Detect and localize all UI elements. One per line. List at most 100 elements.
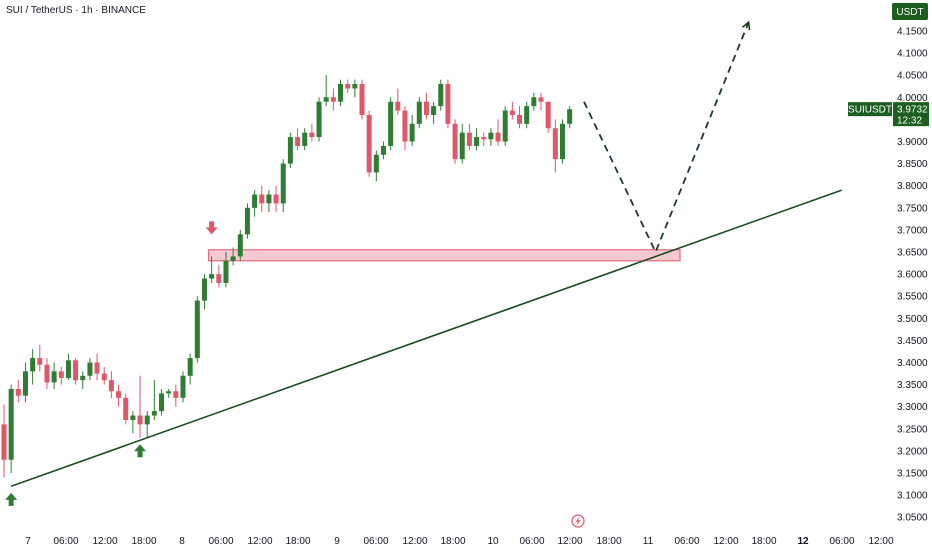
candle-body [87,362,93,376]
bull-candle [438,79,444,111]
time-tick-label: 10 [487,536,499,547]
lightning-icon[interactable] [571,514,585,528]
candle-body [459,132,465,160]
candle-body [538,97,544,102]
bull-candle [252,190,258,217]
bull-candle [209,256,215,283]
price-tick-label: 3.4000 [897,358,928,369]
bull-candle [559,119,565,164]
bull-candle [223,252,229,288]
candle-body [330,97,336,102]
time-axis[interactable]: 7 06:00 12:00 18:00 8 06:00 12:00 18:00 9 06:00 12… [25,514,894,547]
bull-candle [388,97,394,151]
candle-body [452,123,458,160]
candle-body [488,132,494,140]
bear-candle [108,371,114,398]
price-tick-label: 3.8500 [897,159,928,170]
bear-candle [395,88,401,115]
candle-body [252,194,258,208]
bear-candle [295,128,301,151]
bull-candle [416,97,422,129]
candle-body [423,101,429,115]
bull-candle [51,362,57,390]
bull-candle [22,362,28,403]
support-zone[interactable] [208,249,681,262]
bull-candle [316,97,322,142]
time-tick-label: 12:00 [557,536,582,547]
candle-body [187,358,193,376]
candle-body [94,362,100,374]
candle-body [65,360,71,378]
candle-body [37,358,43,365]
candle-body [266,194,272,204]
bull-candle [151,380,157,420]
candle-body [137,415,143,425]
candle-body [201,278,207,301]
bear-candle [330,88,336,111]
time-tick-label: 06:00 [363,536,388,547]
currency-badge[interactable]: USDT [892,3,928,20]
candle-body [108,380,114,392]
candle-body [237,234,243,257]
time-tick-label: 18:00 [131,536,156,547]
candle-body [151,411,157,416]
candle-body [495,132,501,142]
candle-body [22,371,28,396]
candle-body [545,101,551,129]
bull-candle [531,92,537,111]
bear-candle [481,132,487,146]
candle-body [123,397,129,420]
candle-body [445,84,451,124]
candle-body [531,97,537,107]
price-axis[interactable]: 4.15004.10004.05004.00003.95003.90003.85… [897,27,928,524]
bull-candle [237,229,243,261]
candle-body [502,110,508,142]
symbol-label: SUIUSDT [848,105,892,116]
bull-candle [524,101,530,129]
last-price-bg [893,102,929,127]
projection-path[interactable] [583,21,750,255]
bear-candle [1,404,7,478]
support-zone-layer [208,249,681,262]
bear-candle [216,265,222,288]
symbol-title[interactable]: SUI / TetherUS · 1h · BINANCE [6,5,146,16]
candle-body [380,145,386,155]
price-tick-label: 3.2000 [897,446,928,457]
trendline[interactable] [10,189,842,488]
candle-body [552,128,558,160]
bull-candle [567,106,573,129]
price-tick-label: 3.7500 [897,203,928,214]
candle-body [15,389,21,396]
bull-candle [409,114,415,146]
bear-candle [538,92,544,111]
candle-body [309,132,315,138]
candle-body [359,84,365,115]
time-tick-label: 18:00 [751,536,776,547]
candle-body [431,106,437,115]
bull-candle [187,353,193,385]
bull-candle [87,358,93,381]
bull-candle [244,203,250,239]
last-price-value: 3.9732 [897,105,928,116]
candle-body [273,194,279,204]
bear-candle [509,101,515,120]
time-tick-label: 18:00 [596,536,621,547]
bull-candle [323,75,329,107]
candle-body [302,132,308,146]
bull-candle [488,128,494,146]
bear-candle [101,366,107,385]
bear-candle [309,123,315,142]
bull-candle [194,296,200,363]
candle-body [244,207,250,235]
bull-candle [30,349,36,385]
time-tick-label: 12:00 [247,536,272,547]
candle-body [44,364,50,383]
drawings-layer[interactable] [10,20,842,488]
price-tick-label: 3.5500 [897,292,928,303]
candle-body [524,106,530,124]
bear-candle [423,92,429,120]
candle-body [194,300,200,359]
bear-candle [466,123,472,151]
